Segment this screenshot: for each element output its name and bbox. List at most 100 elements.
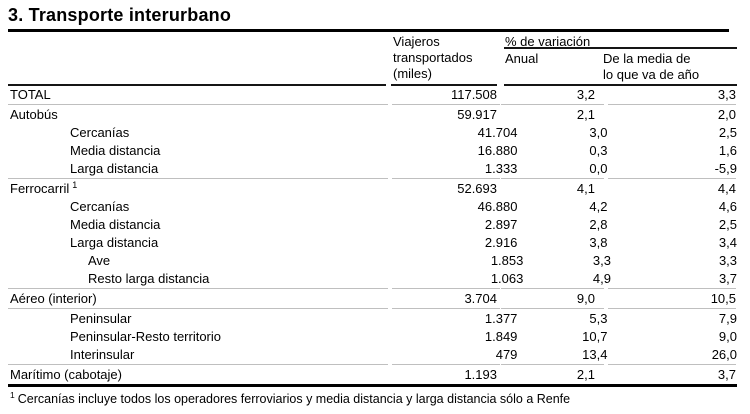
- row-label-text: Media distancia: [70, 143, 161, 158]
- media-value: 9,0: [718, 329, 737, 344]
- row-label-text: Larga distancia: [70, 235, 159, 250]
- row-label: Media distancia: [8, 142, 419, 160]
- row-label: Peninsular: [8, 310, 419, 328]
- table-row: Ave 1.853 3,3 3,3: [8, 252, 737, 270]
- media-value: 10,5: [710, 291, 736, 306]
- row-label-text: Marítimo (cabotaje): [10, 367, 122, 382]
- row-label-text: Cercanías: [70, 125, 130, 140]
- title-rule: [8, 29, 729, 32]
- table-row: Larga distancia 2.916 3,8 3,4: [8, 234, 737, 252]
- table-row: TOTAL 117.508 3,2 3,3: [8, 86, 737, 104]
- row-label-text: Larga distancia: [70, 161, 159, 176]
- anual-value: 0,3: [589, 143, 608, 158]
- table-row: Larga distancia 1.333 0,0 -5,9: [8, 160, 737, 178]
- footnote: 1 Cercanías incluye todos los operadores …: [10, 388, 570, 407]
- row-label-text: Resto larga distancia: [88, 271, 210, 286]
- row-label-text: Ferrocarril: [10, 181, 70, 196]
- row-label: Larga distancia: [8, 160, 419, 178]
- row-label-text: Peninsular: [70, 311, 132, 326]
- viajeros-value: 1.853: [490, 253, 524, 268]
- anual-value: 3,8: [589, 235, 608, 250]
- viajeros-value: 1.193: [464, 367, 497, 382]
- row-label: Cercanías: [8, 198, 419, 216]
- group-separator: [8, 104, 737, 106]
- separator-segment: [392, 288, 500, 289]
- separator-segment: [392, 178, 500, 179]
- separator-segment: [8, 104, 388, 105]
- anual-value: 4,1: [576, 181, 595, 196]
- media-value: 4,6: [718, 199, 737, 214]
- separator-segment: [8, 288, 388, 289]
- table-row: Marítimo (cabotaje) 1.193 2,1 3,7: [8, 366, 737, 384]
- row-label-text: Interinsular: [70, 347, 135, 362]
- media-value: 1,6: [718, 143, 737, 158]
- anual-value: 3,3: [592, 253, 611, 268]
- table-row: Resto larga distancia 1.063 4,9 3,7: [8, 270, 737, 288]
- viajeros-value: 46.880: [477, 199, 518, 214]
- media-line-2: lo que va de año: [603, 67, 700, 82]
- table-row: Media distancia 2.897 2,8 2,5: [8, 216, 737, 234]
- section-title: 3. Transporte interurbano: [8, 5, 232, 25]
- table-row: Interinsular 479 13,4 26,0: [8, 346, 737, 364]
- row-label: Interinsular: [8, 346, 419, 364]
- column-header-anual: Anual: [505, 51, 539, 66]
- anual-value: 0,0: [589, 161, 608, 176]
- media-line-1: De la media de: [603, 51, 691, 66]
- separator-segment: [608, 364, 736, 365]
- row-label: Peninsular-Resto territorio: [8, 328, 419, 346]
- row-label: Ave: [8, 252, 428, 270]
- viajeros-value: 2.916: [484, 235, 518, 250]
- anual-value: 9,0: [576, 291, 595, 306]
- viajeros-value: 1.333: [484, 161, 518, 176]
- media-value: 3,3: [717, 87, 736, 102]
- row-label-text: Aéreo (interior): [10, 291, 97, 306]
- table-row: Peninsular-Resto territorio 1.849 10,7 9…: [8, 328, 737, 346]
- anual-value: 2,8: [589, 217, 608, 232]
- group-separator: [8, 364, 737, 366]
- viajeros-value: 41.704: [477, 125, 518, 140]
- group-separator: [8, 308, 737, 310]
- table-row: Media distancia 16.880 0,3 1,6: [8, 142, 737, 160]
- anual-value: 10,7: [582, 329, 608, 344]
- media-value: 3,4: [718, 235, 737, 250]
- media-value: 2,0: [717, 107, 736, 122]
- table-row: Autobús 59.917 2,1 2,0: [8, 106, 737, 124]
- anual-value: 3,2: [576, 87, 595, 102]
- viajeros-value: 59.917: [457, 107, 497, 122]
- row-label: TOTAL: [8, 86, 390, 104]
- row-label: Resto larga distancia: [8, 270, 428, 288]
- row-label: Media distancia: [8, 216, 419, 234]
- column-header-variacion: % de variación: [505, 34, 591, 49]
- row-label: Ferrocarril 1: [8, 180, 390, 198]
- viajeros-value: 3.704: [464, 291, 497, 306]
- separator-segment: [501, 178, 604, 179]
- separator-segment: [501, 308, 604, 309]
- anual-value: 13,4: [582, 347, 608, 362]
- media-value: 7,9: [718, 311, 737, 326]
- viajeros-value: 479: [495, 347, 518, 362]
- row-label-text: Autobús: [10, 107, 58, 122]
- row-label-text: TOTAL: [10, 87, 51, 102]
- media-value: 3,3: [718, 253, 738, 268]
- viajeros-value: 1.849: [484, 329, 518, 344]
- viajeros-value: 52.693: [457, 181, 497, 196]
- footnote-sup: 1: [10, 390, 15, 400]
- group-separator: [8, 288, 737, 290]
- row-label: Aéreo (interior): [8, 290, 390, 308]
- separator-segment: [8, 364, 388, 365]
- anual-value: 2,1: [576, 367, 595, 382]
- anual-value: 4,9: [592, 271, 611, 286]
- media-value: 2,5: [718, 125, 737, 140]
- row-label-superscript: 1: [72, 180, 78, 190]
- header-rule-labels: [8, 84, 386, 86]
- table-row: Cercanías 46.880 4,2 4,6: [8, 198, 737, 216]
- separator-segment: [608, 104, 736, 105]
- anual-value: 5,3: [589, 311, 608, 326]
- anual-value: 3,0: [589, 125, 608, 140]
- row-label: Cercanías: [8, 124, 419, 142]
- separator-segment: [392, 104, 500, 105]
- separator-segment: [8, 308, 388, 309]
- row-label: Larga distancia: [8, 234, 419, 252]
- viajeros-line-2: transportados: [393, 50, 473, 65]
